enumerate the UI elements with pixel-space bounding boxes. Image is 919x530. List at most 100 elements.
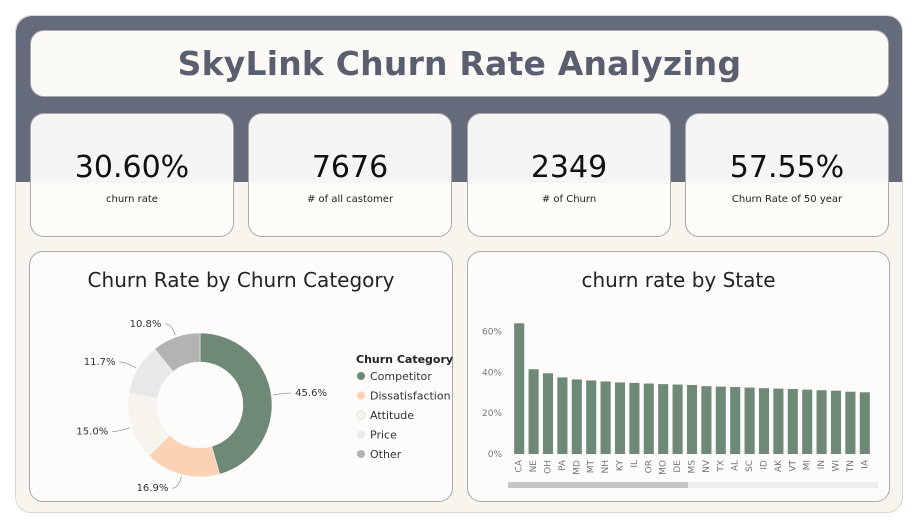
x-tick-label: TN xyxy=(846,460,856,473)
x-tick-label: DE xyxy=(673,460,683,473)
x-tick-label: VT xyxy=(788,459,798,471)
x-tick-label: OR xyxy=(644,460,654,473)
leader-line xyxy=(172,476,182,489)
x-tick-label: IA xyxy=(860,459,870,469)
legend-item-price[interactable]: Price xyxy=(370,429,397,442)
bar-mi[interactable] xyxy=(802,389,813,454)
slice-value-label: 45.6% xyxy=(295,388,327,399)
bar-ms[interactable] xyxy=(686,384,698,454)
donut-chart-title: Churn Rate by Churn Category xyxy=(87,268,395,292)
kpi-value: 57.55% xyxy=(729,150,845,185)
x-tick-label: MD xyxy=(572,460,582,475)
bar-wi[interactable] xyxy=(830,390,842,454)
dashboard-frame: SkyLink Churn Rate Analyzing 30.60% chur… xyxy=(15,15,903,513)
churn-category-panel: Churn Rate by Churn Category 45.6% 16.9% 1… xyxy=(29,251,453,502)
bar-pa[interactable] xyxy=(557,377,568,454)
title-card: SkyLink Churn Rate Analyzing xyxy=(30,30,889,97)
slice-value-label: 16.9% xyxy=(137,483,169,494)
x-tick-label: IL xyxy=(630,460,640,468)
donut-slice-competitor[interactable] xyxy=(199,332,273,475)
legend-item-attitude[interactable]: Attitude xyxy=(370,409,414,422)
kpi-value: 2349 xyxy=(530,150,608,185)
donut-slice-other[interactable] xyxy=(154,332,201,372)
dashboard-title: SkyLink Churn Rate Analyzing xyxy=(177,44,742,83)
bar-oh[interactable] xyxy=(542,373,554,454)
x-tick-label: MT xyxy=(587,460,597,474)
bar-de[interactable] xyxy=(672,384,683,454)
state-churn-panel: churn rate by State 0% 20% 40% 60% CA NE OH PA M… xyxy=(467,251,890,502)
x-tick-label: WI xyxy=(832,460,842,472)
bar-ia[interactable] xyxy=(859,392,870,454)
legend-title: Churn Category xyxy=(356,353,453,366)
legend-marker xyxy=(357,450,365,458)
leader-line xyxy=(273,392,292,396)
bar-nh[interactable] xyxy=(600,381,611,454)
kpi-label: churn rate xyxy=(106,194,158,205)
kpi-card-churn-rate: 30.60% churn rate xyxy=(30,113,234,237)
x-tick-label: KY xyxy=(616,460,626,472)
x-tick-label: AL xyxy=(731,460,741,471)
y-tick-label: 60% xyxy=(482,327,502,337)
kpi-label: Churn Rate of 50 year xyxy=(731,194,843,205)
scrollbar-track[interactable] xyxy=(508,482,878,488)
bar-tx[interactable] xyxy=(715,386,726,454)
leader-line xyxy=(165,323,176,336)
x-tick-label: OH xyxy=(544,460,554,474)
x-tick-label: NH xyxy=(601,460,611,474)
x-tick-label: TX xyxy=(716,460,726,473)
bar-in[interactable] xyxy=(816,390,827,454)
bar-id[interactable] xyxy=(758,388,770,454)
x-tick-label: ID xyxy=(760,460,770,470)
bar-chart: 0% 20% 40% 60% CA NE OH PA MD MT NH KY IL OR MO DE MS NV T… xyxy=(482,323,878,488)
bar-md[interactable] xyxy=(571,379,582,454)
y-tick-label: 0% xyxy=(488,450,503,460)
y-tick-label: 40% xyxy=(482,368,502,378)
leader-line xyxy=(112,427,130,432)
x-tick-label: CA xyxy=(515,459,525,472)
x-tick-label: PA xyxy=(558,459,568,471)
slice-value-label: 15.0% xyxy=(76,427,108,438)
kpi-card-churn-50-year: 57.55% Churn Rate of 50 year xyxy=(685,113,889,237)
leader-line xyxy=(119,361,137,369)
bar-mo[interactable] xyxy=(658,384,669,454)
x-tick-label: IN xyxy=(817,460,827,469)
bar-tn[interactable] xyxy=(845,391,856,454)
legend-marker xyxy=(357,430,365,439)
kpi-label: # of Churn xyxy=(541,194,597,205)
kpi-card-all-customers: 7676 # of all castomer xyxy=(248,113,452,237)
slice-value-label: 11.7% xyxy=(84,357,116,368)
kpi-value: 30.60% xyxy=(74,150,190,185)
legend-marker xyxy=(356,410,366,420)
legend-marker xyxy=(357,391,365,400)
x-tick-label: SC xyxy=(745,460,755,472)
bar-or[interactable] xyxy=(643,383,654,454)
legend-item-competitor[interactable]: Competitor xyxy=(370,370,432,383)
donut-chart: 45.6% 16.9% 15.0% 11.7% 10.8% Churn Category C… xyxy=(76,319,453,494)
legend-marker xyxy=(357,372,365,380)
bar-chart-title: churn rate by State xyxy=(581,268,776,292)
x-tick-label: NV xyxy=(702,459,712,473)
bar-ca[interactable] xyxy=(514,323,525,454)
bar-ak[interactable] xyxy=(773,388,784,454)
kpi-value: 7676 xyxy=(311,150,389,185)
bar-ky[interactable] xyxy=(614,382,626,455)
bar-vt[interactable] xyxy=(787,389,798,454)
bar-il[interactable] xyxy=(629,382,640,454)
slice-value-label: 10.8% xyxy=(130,319,162,330)
x-tick-label: MO xyxy=(659,460,669,475)
x-tick-label: NE xyxy=(529,460,539,473)
bar-mt[interactable] xyxy=(586,380,597,454)
kpi-card-churn-count: 2349 # of Churn xyxy=(467,113,671,237)
bar-ne[interactable] xyxy=(528,369,539,454)
bar-sc[interactable] xyxy=(744,387,755,454)
y-tick-label: 20% xyxy=(482,409,502,419)
kpi-label: # of all castomer xyxy=(306,194,394,205)
x-tick-label: AK xyxy=(774,459,784,472)
bar-al[interactable] xyxy=(730,386,741,454)
scrollbar-thumb[interactable] xyxy=(508,482,688,488)
bar-nv[interactable] xyxy=(701,386,712,454)
legend-item-dissatisfaction[interactable]: Dissatisfaction xyxy=(370,390,451,403)
x-tick-label: MI xyxy=(803,460,813,470)
legend-item-other[interactable]: Other xyxy=(370,448,402,461)
x-tick-label: MS xyxy=(688,460,698,474)
